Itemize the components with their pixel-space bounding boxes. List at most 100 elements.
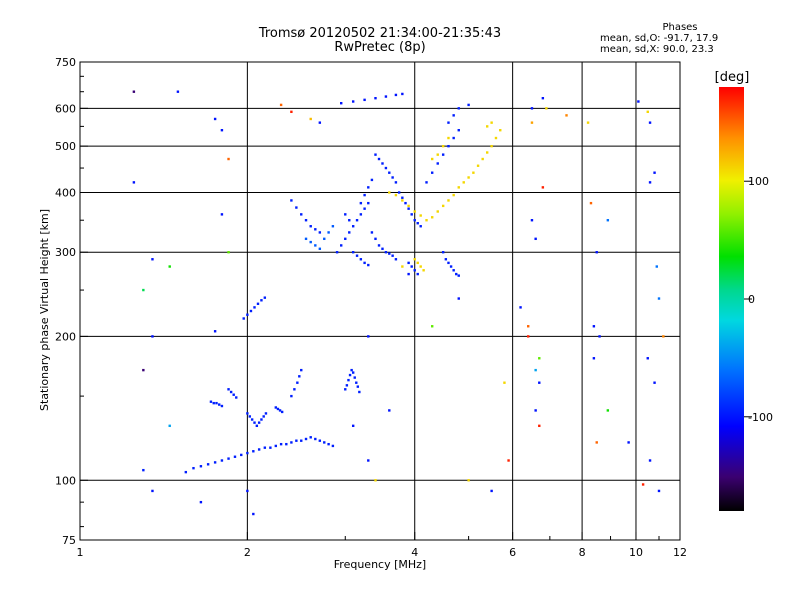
data-point <box>235 396 238 399</box>
data-point <box>374 153 377 156</box>
axis-ticks <box>79 61 681 541</box>
data-point <box>490 489 493 493</box>
data-point <box>309 240 312 244</box>
data-point <box>653 171 656 174</box>
data-point <box>233 455 237 458</box>
data-point <box>657 489 661 493</box>
data-point <box>447 121 450 124</box>
data-point <box>457 297 460 300</box>
data-point <box>340 101 343 105</box>
data-point <box>363 193 366 197</box>
data-point <box>304 219 308 222</box>
plot-frame <box>79 61 681 541</box>
data-point <box>519 306 522 309</box>
data-point <box>213 117 217 121</box>
data-point <box>367 201 370 205</box>
data-point <box>646 357 649 360</box>
data-point <box>209 400 213 403</box>
data-point <box>351 251 355 254</box>
data-point <box>151 489 154 493</box>
data-point <box>592 325 596 328</box>
data-point <box>246 313 249 316</box>
y-tick-label: 300 <box>55 246 76 259</box>
data-point <box>449 265 453 268</box>
data-point <box>248 415 251 418</box>
y-tick-label: 400 <box>55 186 76 199</box>
y-tick-label: 500 <box>55 140 76 153</box>
data-point <box>447 136 450 140</box>
data-point <box>413 219 416 222</box>
data-point <box>359 213 363 216</box>
data-point <box>353 376 356 379</box>
data-point <box>394 258 398 261</box>
data-point <box>309 225 312 228</box>
data-point <box>213 461 217 464</box>
data-point <box>452 193 455 197</box>
data-point <box>367 335 370 338</box>
x-tick-label: 10 <box>629 546 643 559</box>
data-point <box>381 247 384 250</box>
data-point <box>252 512 255 516</box>
data-point <box>327 442 330 446</box>
data-point <box>541 186 545 189</box>
data-point <box>296 381 299 384</box>
data-point <box>367 263 370 267</box>
data-point <box>416 272 419 276</box>
data-point <box>151 335 154 338</box>
data-point <box>653 381 656 384</box>
data-point <box>213 330 217 333</box>
data-point <box>229 390 233 394</box>
data-point <box>300 368 303 372</box>
data-point <box>309 436 312 439</box>
data-point <box>441 251 445 254</box>
data-point <box>374 237 377 241</box>
phases-o-stats: mean, sd,O: -91.7, 17.9 <box>600 33 719 44</box>
data-point <box>176 90 180 93</box>
colorbar-ticks: 100 0 -100 <box>744 175 773 424</box>
data-point <box>263 446 267 449</box>
data-point <box>345 384 349 387</box>
data-point <box>384 166 388 170</box>
data-point <box>255 424 259 428</box>
data-point <box>452 114 455 117</box>
colorbar <box>719 87 744 511</box>
data-point <box>257 421 261 424</box>
data-point <box>377 244 381 247</box>
data-point <box>388 409 391 412</box>
data-point <box>220 459 224 462</box>
data-point <box>335 251 339 254</box>
data-point <box>199 465 203 468</box>
data-point <box>657 297 661 300</box>
data-point <box>348 219 351 222</box>
data-point <box>249 309 253 313</box>
data-point <box>462 181 465 184</box>
x-tick-label: 1 <box>77 546 84 559</box>
data-point <box>348 373 352 377</box>
data-point <box>344 237 347 241</box>
data-point <box>377 157 381 161</box>
data-points <box>132 90 665 516</box>
data-point <box>327 231 330 234</box>
y-tick-label: 75 <box>62 534 76 547</box>
data-point <box>300 439 303 442</box>
phases-x-stats: mean, sd,X: 90.0, 23.3 <box>600 44 714 55</box>
data-point <box>350 368 353 372</box>
x-tick-label: 4 <box>411 546 418 559</box>
data-point <box>401 92 404 96</box>
data-point <box>278 409 282 412</box>
data-point <box>218 403 221 406</box>
data-point <box>264 412 268 415</box>
data-point <box>132 90 136 93</box>
data-point <box>416 261 419 265</box>
data-point <box>430 171 434 174</box>
data-point <box>344 213 347 216</box>
data-point <box>260 299 263 302</box>
data-point <box>252 450 255 453</box>
data-point <box>545 107 548 110</box>
data-point <box>407 261 410 265</box>
data-point <box>416 222 419 225</box>
data-point <box>355 254 359 257</box>
data-point <box>304 237 308 241</box>
data-point <box>142 468 145 472</box>
data-point <box>314 437 317 441</box>
